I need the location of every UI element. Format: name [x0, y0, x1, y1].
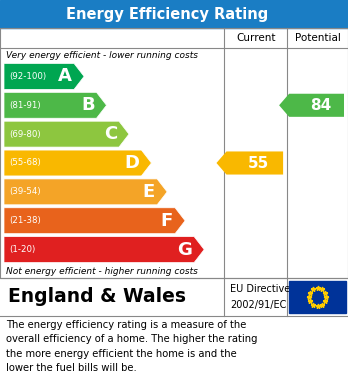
Text: 84: 84 [310, 98, 331, 113]
Polygon shape [4, 63, 84, 90]
Text: England & Wales: England & Wales [8, 287, 186, 307]
Text: C: C [104, 125, 117, 143]
Text: (69-80): (69-80) [9, 130, 41, 139]
Text: (1-20): (1-20) [9, 245, 35, 254]
Bar [289, 281, 346, 313]
Polygon shape [4, 92, 106, 118]
Polygon shape [4, 150, 151, 176]
Text: Not energy efficient - higher running costs: Not energy efficient - higher running co… [6, 267, 198, 276]
Text: EU Directive: EU Directive [230, 284, 291, 294]
Text: (21-38): (21-38) [9, 216, 41, 225]
Text: (55-68): (55-68) [9, 158, 41, 167]
Text: 55: 55 [248, 156, 269, 170]
Text: The energy efficiency rating is a measure of the
overall efficiency of a home. T: The energy efficiency rating is a measur… [6, 320, 258, 373]
Polygon shape [279, 94, 344, 117]
Text: (92-100): (92-100) [9, 72, 46, 81]
Text: F: F [161, 212, 173, 230]
Polygon shape [4, 237, 204, 262]
Bar [0, 28, 348, 278]
Polygon shape [216, 151, 283, 174]
Text: 2002/91/EC: 2002/91/EC [230, 300, 287, 310]
Text: G: G [177, 240, 192, 258]
Polygon shape [4, 179, 167, 205]
Polygon shape [4, 208, 185, 234]
Bar [0, 278, 348, 316]
Text: Potential: Potential [295, 33, 340, 43]
Text: Very energy efficient - lower running costs: Very energy efficient - lower running co… [6, 50, 198, 59]
Text: E: E [143, 183, 155, 201]
Polygon shape [4, 121, 129, 147]
Text: A: A [58, 67, 72, 85]
Text: (81-91): (81-91) [9, 101, 41, 110]
Text: D: D [124, 154, 140, 172]
Bar [0, 0, 348, 28]
Text: (39-54): (39-54) [9, 187, 41, 196]
Text: B: B [81, 96, 95, 114]
Text: Current: Current [236, 33, 276, 43]
Text: Energy Efficiency Rating: Energy Efficiency Rating [66, 7, 268, 22]
